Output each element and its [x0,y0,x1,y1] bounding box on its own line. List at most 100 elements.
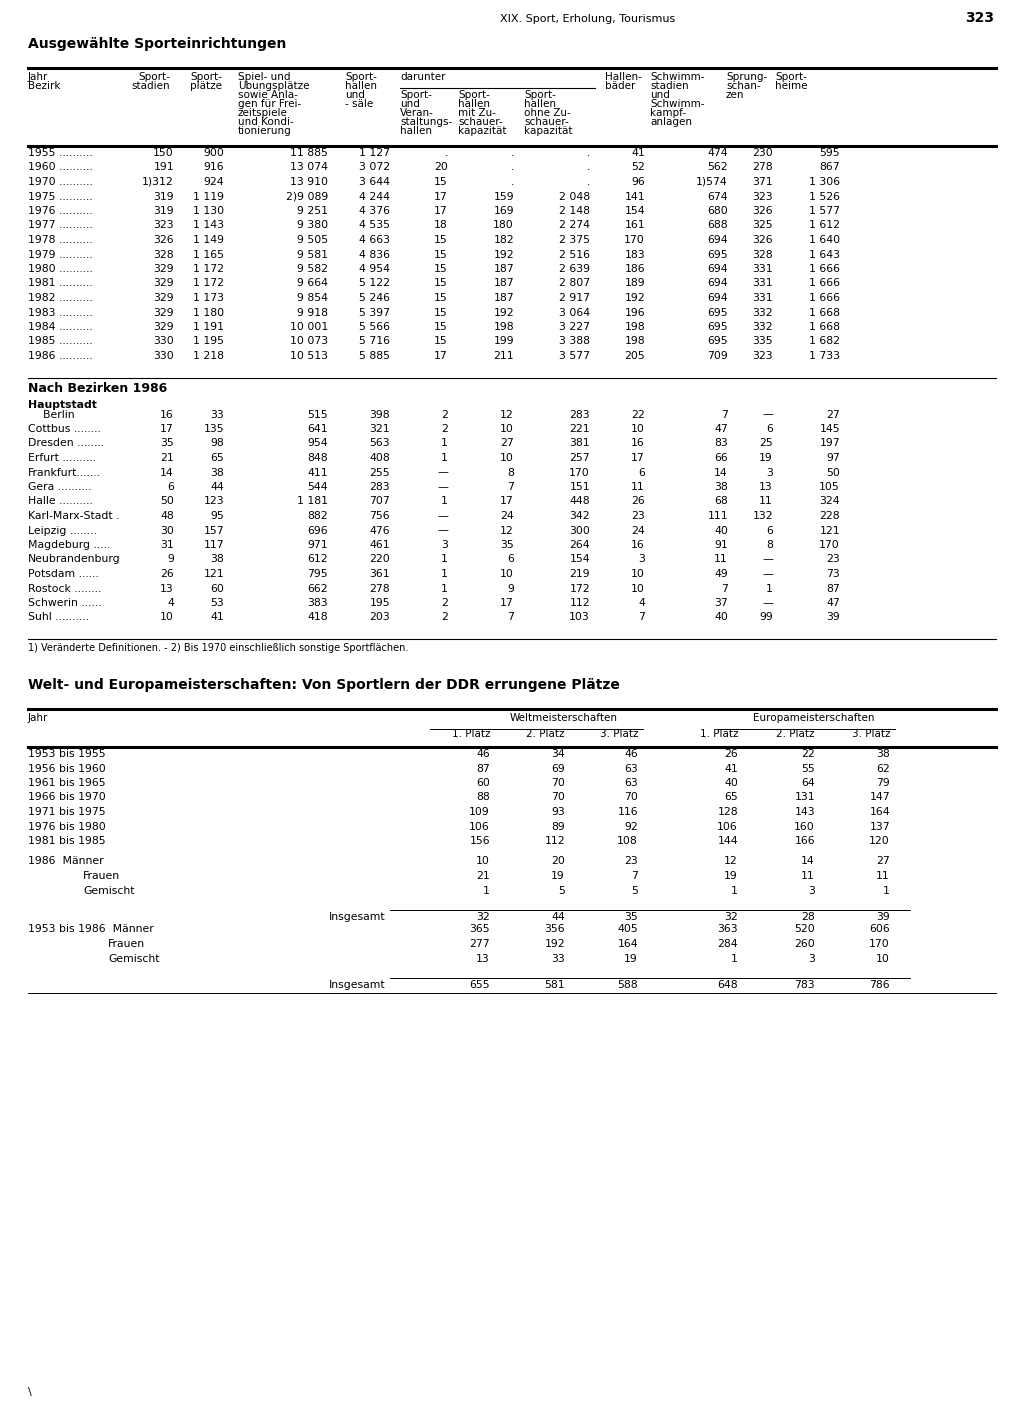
Text: 150: 150 [154,148,174,158]
Text: 211: 211 [494,350,514,362]
Text: 132: 132 [753,511,773,521]
Text: 28: 28 [801,911,815,921]
Text: 5: 5 [631,886,638,896]
Text: 6: 6 [766,525,773,535]
Text: 1 666: 1 666 [809,263,840,273]
Text: Schwimm-: Schwimm- [650,73,705,83]
Text: 103: 103 [569,612,590,622]
Text: 14: 14 [715,467,728,477]
Text: kampf-: kampf- [650,108,686,118]
Text: 21: 21 [476,871,490,881]
Text: 11: 11 [877,871,890,881]
Text: 164: 164 [617,938,638,948]
Text: 1966 bis 1970: 1966 bis 1970 [28,793,105,803]
Text: 17: 17 [434,191,449,202]
Text: 40: 40 [714,612,728,622]
Text: 79: 79 [877,778,890,787]
Text: 16: 16 [631,540,645,550]
Text: Übungsplätze: Übungsplätze [238,80,309,91]
Text: Insgesamt: Insgesamt [329,980,385,990]
Text: 187: 187 [494,263,514,273]
Text: 363: 363 [718,924,738,934]
Text: 109: 109 [469,807,490,817]
Text: 6: 6 [167,481,174,493]
Text: 160: 160 [795,822,815,832]
Text: 17: 17 [631,453,645,463]
Text: 16: 16 [160,410,174,420]
Text: 595: 595 [819,148,840,158]
Text: hallen: hallen [524,100,556,110]
Text: 329: 329 [154,322,174,332]
Text: —: — [437,481,449,493]
Text: 3: 3 [808,886,815,896]
Text: Erfurt ..........: Erfurt .......... [28,453,96,463]
Text: 39: 39 [877,911,890,921]
Text: 331: 331 [753,293,773,303]
Text: 1 612: 1 612 [809,221,840,231]
Text: 381: 381 [569,439,590,449]
Text: Suhl ..........: Suhl .......... [28,612,89,622]
Text: 70: 70 [551,778,565,787]
Text: 120: 120 [869,836,890,846]
Text: 26: 26 [160,570,174,580]
Text: 1. Platz: 1. Platz [699,729,738,739]
Text: 323: 323 [753,191,773,202]
Text: hallen: hallen [458,100,490,110]
Text: 47: 47 [826,598,840,608]
Text: 3: 3 [808,954,815,964]
Text: 1961 bis 1965: 1961 bis 1965 [28,778,105,787]
Text: 37: 37 [715,598,728,608]
Text: 330: 330 [154,336,174,346]
Text: —: — [762,598,773,608]
Text: 108: 108 [617,836,638,846]
Text: 2 375: 2 375 [559,235,590,245]
Text: 199: 199 [494,336,514,346]
Text: 11: 11 [759,497,773,507]
Text: 7: 7 [507,481,514,493]
Text: Insgesamt: Insgesamt [329,911,385,921]
Text: 1 640: 1 640 [809,235,840,245]
Text: 145: 145 [819,424,840,434]
Text: tionierung: tionierung [238,125,292,137]
Text: 95: 95 [210,511,224,521]
Text: 3: 3 [766,467,773,477]
Text: 1982 ..........: 1982 .......... [28,293,93,303]
Text: 87: 87 [826,584,840,594]
Text: Europameisterschaften: Europameisterschaften [754,713,874,723]
Text: 17: 17 [434,350,449,362]
Text: Gemischt: Gemischt [83,886,134,896]
Text: 4 954: 4 954 [359,263,390,273]
Text: Potsdam ......: Potsdam ...... [28,570,99,580]
Text: 93: 93 [551,807,565,817]
Text: 694: 694 [708,293,728,303]
Text: .: . [511,162,514,172]
Text: heime: heime [775,81,808,91]
Text: 47: 47 [715,424,728,434]
Text: 10: 10 [877,954,890,964]
Text: bäder: bäder [605,81,635,91]
Text: 183: 183 [625,249,645,259]
Text: Sport-: Sport- [400,90,432,100]
Text: .: . [587,177,590,187]
Text: Neubrandenburg: Neubrandenburg [28,554,121,564]
Text: 694: 694 [708,235,728,245]
Text: - säle: - säle [345,100,374,110]
Text: zeitspiele: zeitspiele [238,108,288,118]
Text: 1 666: 1 666 [809,279,840,289]
Text: 332: 332 [753,308,773,318]
Text: 1 195: 1 195 [193,336,224,346]
Text: 164: 164 [869,807,890,817]
Text: 65: 65 [210,453,224,463]
Text: 707: 707 [370,497,390,507]
Text: 283: 283 [569,410,590,420]
Text: 8: 8 [507,467,514,477]
Text: 18: 18 [434,221,449,231]
Text: 13 910: 13 910 [290,177,328,187]
Text: 38: 38 [210,554,224,564]
Text: 50: 50 [826,467,840,477]
Text: 277: 277 [469,938,490,948]
Text: 192: 192 [494,308,514,318]
Text: schauer-: schauer- [458,117,503,127]
Text: 1979 ..........: 1979 .......... [28,249,93,259]
Text: 328: 328 [753,249,773,259]
